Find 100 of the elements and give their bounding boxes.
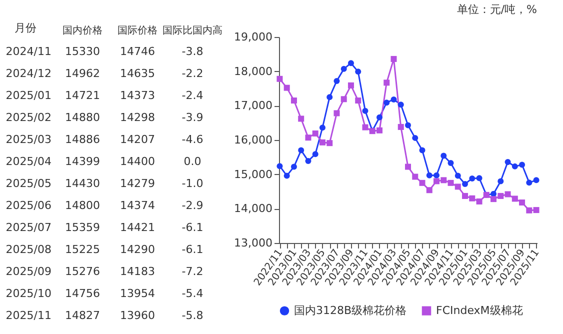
point bbox=[305, 158, 312, 164]
data-label: 15276 bbox=[65, 265, 100, 278]
point bbox=[334, 78, 340, 84]
point bbox=[454, 172, 461, 179]
point bbox=[298, 147, 304, 154]
point bbox=[319, 124, 326, 131]
point bbox=[348, 60, 354, 66]
y-tick-label: 2025/08 bbox=[6, 243, 52, 256]
data-label: 15330 bbox=[65, 45, 100, 58]
point bbox=[412, 134, 418, 141]
point bbox=[533, 177, 540, 184]
y-tick-label: 2025/04 bbox=[6, 155, 52, 168]
data-label: -5.8 bbox=[182, 309, 204, 322]
data-label: -7.2 bbox=[182, 265, 204, 278]
data-label: 14298 bbox=[120, 111, 155, 124]
y-tick-label: 2024/11 bbox=[6, 45, 52, 58]
data-label: 14880 bbox=[65, 111, 100, 124]
point bbox=[362, 108, 368, 114]
data-label: 14183 bbox=[120, 265, 155, 278]
text: 单位：元/吨，% bbox=[456, 3, 537, 16]
data-label: -2.2 bbox=[182, 67, 204, 80]
point bbox=[312, 151, 318, 158]
legend-label: FCIndexM级棉花 bbox=[436, 304, 523, 317]
y-tick-label: 2025/06 bbox=[6, 199, 52, 212]
point bbox=[434, 172, 440, 178]
point bbox=[355, 68, 362, 75]
data-label: 14421 bbox=[120, 221, 155, 234]
point bbox=[362, 124, 368, 130]
data-label: -2.9 bbox=[182, 199, 204, 212]
data-label: 14886 bbox=[65, 133, 100, 146]
point bbox=[512, 163, 518, 170]
point bbox=[405, 122, 411, 128]
point bbox=[384, 80, 390, 86]
point bbox=[405, 164, 411, 170]
point bbox=[419, 180, 426, 186]
y-tick-label: 13,000 bbox=[234, 236, 272, 250]
point bbox=[390, 96, 397, 102]
point bbox=[305, 134, 312, 141]
point bbox=[398, 102, 404, 108]
y-tick-label: 18,000 bbox=[234, 64, 272, 78]
point bbox=[412, 174, 418, 180]
data-label: 14827 bbox=[65, 309, 100, 322]
point bbox=[462, 180, 468, 187]
point bbox=[440, 152, 447, 159]
point bbox=[454, 184, 461, 190]
point bbox=[376, 127, 382, 134]
point bbox=[440, 177, 447, 184]
data-label: -3.9 bbox=[182, 111, 204, 124]
point bbox=[355, 98, 362, 104]
data-label: 13960 bbox=[120, 309, 155, 322]
x-tick-label: 国际价格 bbox=[118, 24, 158, 36]
data-label: 14373 bbox=[120, 89, 155, 102]
data-label: 14756 bbox=[65, 287, 100, 300]
data-label: 13954 bbox=[120, 287, 155, 300]
point bbox=[476, 175, 482, 182]
point bbox=[526, 180, 532, 186]
data-label: 14279 bbox=[120, 177, 155, 190]
point bbox=[448, 160, 454, 166]
point bbox=[326, 94, 333, 100]
point bbox=[319, 139, 326, 146]
point bbox=[326, 140, 333, 146]
data-label: 15225 bbox=[65, 243, 100, 256]
point bbox=[462, 192, 468, 199]
data-label: 14207 bbox=[120, 133, 155, 146]
data-label: 14400 bbox=[120, 155, 155, 168]
y-tick-label: 16,000 bbox=[234, 134, 272, 146]
y-tick-label: 2025/07 bbox=[6, 221, 52, 234]
point bbox=[276, 76, 283, 82]
point bbox=[376, 114, 382, 120]
y-tick-label: 15,000 bbox=[234, 168, 272, 181]
point bbox=[340, 96, 347, 102]
point bbox=[290, 98, 297, 104]
point bbox=[434, 178, 440, 184]
y-tick-label: 2025/01 bbox=[6, 89, 52, 102]
y-tick-label: 2025/03 bbox=[6, 133, 52, 146]
point bbox=[469, 175, 476, 182]
data-label: 14374 bbox=[120, 199, 155, 212]
point bbox=[519, 199, 526, 206]
data-label: -6.1 bbox=[182, 243, 204, 256]
point bbox=[290, 164, 297, 170]
data-label: -1.0 bbox=[182, 177, 204, 190]
data-label: 14290 bbox=[120, 243, 155, 256]
point bbox=[348, 82, 354, 88]
point bbox=[340, 66, 347, 72]
point bbox=[284, 84, 290, 91]
point bbox=[426, 172, 432, 178]
point bbox=[504, 191, 511, 198]
point bbox=[490, 196, 497, 202]
data-label: -2.4 bbox=[182, 89, 204, 102]
x-tick-label: 国际比国内高 bbox=[162, 24, 222, 36]
y-tick-label: 2025/02 bbox=[6, 111, 52, 124]
data-label: 15359 bbox=[65, 221, 100, 234]
data-label: 14800 bbox=[65, 199, 100, 212]
point bbox=[526, 207, 532, 214]
y-tick-label: 2025/05 bbox=[6, 177, 52, 190]
point bbox=[334, 110, 340, 116]
data-label: -5.4 bbox=[182, 287, 204, 300]
data-label: -6.1 bbox=[182, 221, 204, 234]
data-label: 14635 bbox=[120, 67, 155, 80]
y-tick-label: 2025/11 bbox=[6, 309, 52, 322]
